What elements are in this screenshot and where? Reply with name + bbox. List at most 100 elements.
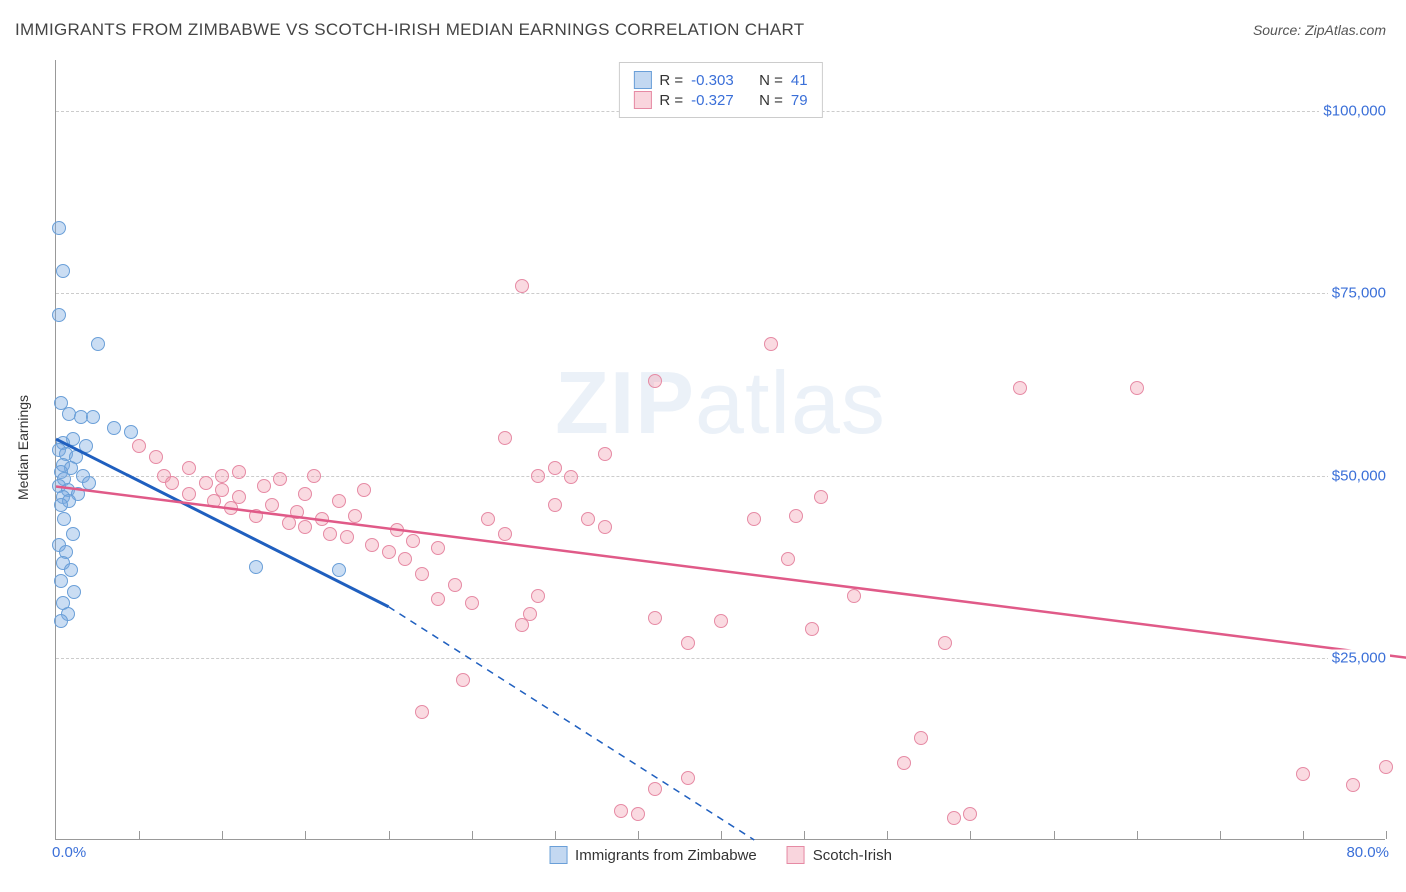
y-tick-label: $25,000 bbox=[1328, 649, 1390, 666]
scatter-point bbox=[598, 447, 612, 461]
scatter-point bbox=[132, 439, 146, 453]
scatter-point bbox=[465, 596, 479, 610]
scatter-point bbox=[182, 461, 196, 475]
legend-r-label: R = bbox=[659, 92, 683, 109]
scatter-point bbox=[215, 469, 229, 483]
scatter-point bbox=[531, 589, 545, 603]
scatter-point bbox=[648, 611, 662, 625]
scatter-point bbox=[714, 614, 728, 628]
scatter-point bbox=[66, 527, 80, 541]
scatter-point bbox=[52, 308, 66, 322]
scatter-point bbox=[149, 450, 163, 464]
x-tick bbox=[1386, 831, 1387, 839]
y-tick-label: $75,000 bbox=[1328, 285, 1390, 302]
scatter-point bbox=[52, 221, 66, 235]
scatter-point bbox=[340, 530, 354, 544]
scatter-point bbox=[814, 490, 828, 504]
scatter-point bbox=[531, 469, 545, 483]
scatter-point bbox=[182, 487, 196, 501]
scatter-point bbox=[614, 804, 628, 818]
scatter-point bbox=[764, 337, 778, 351]
scatter-point bbox=[631, 807, 645, 821]
scatter-point bbox=[165, 476, 179, 490]
scatter-point bbox=[938, 636, 952, 650]
scatter-point bbox=[598, 520, 612, 534]
scatter-point bbox=[54, 574, 68, 588]
scatter-point bbox=[648, 374, 662, 388]
scatter-point bbox=[64, 563, 78, 577]
scatter-point bbox=[357, 483, 371, 497]
scatter-point bbox=[398, 552, 412, 566]
scatter-point bbox=[91, 337, 105, 351]
y-tick-label: $50,000 bbox=[1328, 467, 1390, 484]
scatter-point bbox=[315, 512, 329, 526]
scatter-point bbox=[481, 512, 495, 526]
scatter-point bbox=[1013, 381, 1027, 395]
scatter-point bbox=[290, 505, 304, 519]
scatter-point bbox=[523, 607, 537, 621]
scatter-point bbox=[415, 567, 429, 581]
scatter-point bbox=[232, 490, 246, 504]
legend-n-value: 79 bbox=[791, 92, 808, 109]
legend-r-value: -0.303 bbox=[691, 72, 751, 89]
scatter-point bbox=[57, 512, 71, 526]
scatter-point bbox=[54, 614, 68, 628]
scatter-point bbox=[107, 421, 121, 435]
y-axis-label: Median Earnings bbox=[15, 395, 31, 500]
scatter-point bbox=[498, 431, 512, 445]
scatter-point bbox=[382, 545, 396, 559]
scatter-point bbox=[456, 673, 470, 687]
scatter-points-layer bbox=[56, 60, 1385, 839]
scatter-point bbox=[515, 279, 529, 293]
scatter-point bbox=[56, 264, 70, 278]
scatter-point bbox=[789, 509, 803, 523]
scatter-point bbox=[448, 578, 462, 592]
scatter-point bbox=[548, 498, 562, 512]
scatter-point bbox=[415, 705, 429, 719]
legend-swatch bbox=[787, 846, 805, 864]
scatter-point bbox=[805, 622, 819, 636]
scatter-point bbox=[390, 523, 404, 537]
scatter-point bbox=[79, 439, 93, 453]
y-tick-label: $100,000 bbox=[1319, 103, 1390, 120]
legend-n-value: 41 bbox=[791, 72, 808, 89]
x-max-label: 80.0% bbox=[1346, 844, 1389, 861]
scatter-point bbox=[963, 807, 977, 821]
scatter-point bbox=[323, 527, 337, 541]
scatter-point bbox=[431, 541, 445, 555]
source-attribution: Source: ZipAtlas.com bbox=[1253, 22, 1386, 38]
scatter-point bbox=[265, 498, 279, 512]
scatter-point bbox=[54, 498, 68, 512]
plot-area: ZIPatlas R =-0.303N =41R =-0.327N =79 Im… bbox=[55, 60, 1385, 840]
scatter-point bbox=[199, 476, 213, 490]
scatter-point bbox=[332, 563, 346, 577]
scatter-point bbox=[564, 470, 578, 484]
scatter-point bbox=[124, 425, 138, 439]
scatter-point bbox=[1130, 381, 1144, 395]
scatter-point bbox=[365, 538, 379, 552]
legend-item-label: Immigrants from Zimbabwe bbox=[575, 847, 757, 864]
legend-row: R = -0.327 N = 79 bbox=[633, 91, 807, 109]
scatter-point bbox=[581, 512, 595, 526]
scatter-point bbox=[232, 465, 246, 479]
scatter-point bbox=[1296, 767, 1310, 781]
scatter-point bbox=[947, 811, 961, 825]
legend-swatch bbox=[633, 91, 651, 109]
scatter-point bbox=[648, 782, 662, 796]
scatter-point bbox=[249, 560, 263, 574]
legend-r-value: -0.327 bbox=[691, 92, 751, 109]
scatter-point bbox=[406, 534, 420, 548]
legend-item-label: Scotch-Irish bbox=[813, 847, 892, 864]
scatter-point bbox=[86, 410, 100, 424]
legend-n-label: N = bbox=[759, 92, 783, 109]
scatter-point bbox=[847, 589, 861, 603]
chart-title: IMMIGRANTS FROM ZIMBABWE VS SCOTCH-IRISH… bbox=[15, 20, 804, 40]
scatter-point bbox=[781, 552, 795, 566]
scatter-point bbox=[431, 592, 445, 606]
legend-swatch bbox=[633, 71, 651, 89]
scatter-point bbox=[548, 461, 562, 475]
scatter-point bbox=[1346, 778, 1360, 792]
scatter-point bbox=[298, 487, 312, 501]
scatter-point bbox=[257, 479, 271, 493]
scatter-point bbox=[307, 469, 321, 483]
